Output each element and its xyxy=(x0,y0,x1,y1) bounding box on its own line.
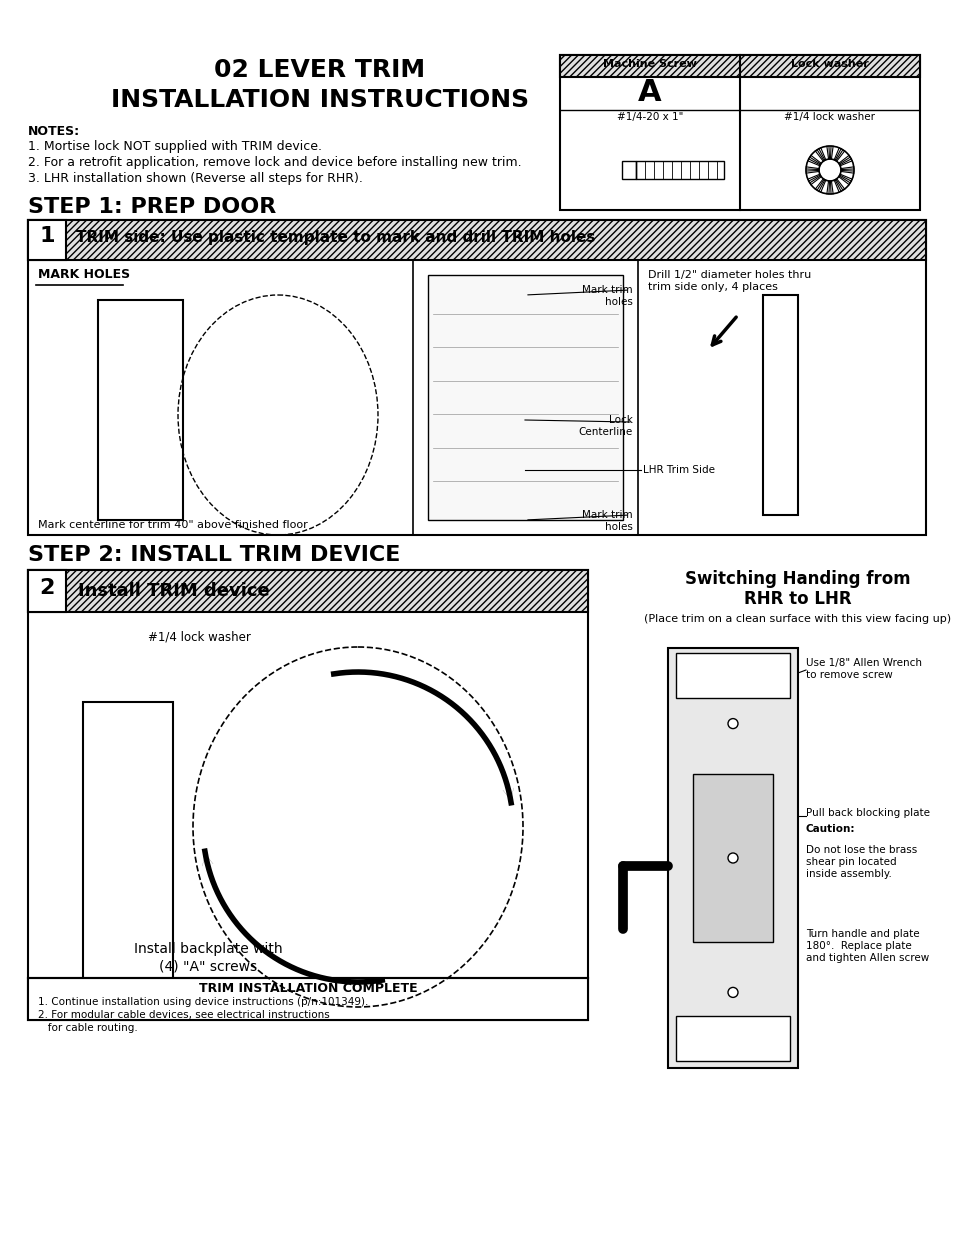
Bar xyxy=(28,978,587,1020)
Text: 3. LHR installation shown (Reverse all steps for RHR).: 3. LHR installation shown (Reverse all s… xyxy=(28,172,362,185)
Text: Turn handle and plate
180°.  Replace plate
and tighten Allen screw: Turn handle and plate 180°. Replace plat… xyxy=(805,930,928,962)
Text: A: A xyxy=(638,78,661,107)
Text: Use 1/8" Allen Wrench
to remove screw: Use 1/8" Allen Wrench to remove screw xyxy=(805,658,921,679)
Text: Mark trim
holes: Mark trim holes xyxy=(581,510,633,531)
Text: Drill 1/2" diameter holes thru
trim side only, 4 places: Drill 1/2" diameter holes thru trim side… xyxy=(647,270,810,291)
Bar xyxy=(692,774,772,942)
Text: 1. Mortise lock NOT supplied with TRIM device.: 1. Mortise lock NOT supplied with TRIM d… xyxy=(28,140,322,153)
Circle shape xyxy=(727,853,738,863)
Text: Install backplate with: Install backplate with xyxy=(133,942,282,956)
Bar xyxy=(28,571,587,1020)
Bar xyxy=(28,220,925,261)
Bar xyxy=(28,571,587,613)
Bar xyxy=(28,571,66,613)
Text: Lock washer: Lock washer xyxy=(790,59,868,69)
Text: Do not lose the brass
shear pin located
inside assembly.: Do not lose the brass shear pin located … xyxy=(805,846,916,878)
Text: for cable routing.: for cable routing. xyxy=(38,1023,137,1032)
Circle shape xyxy=(727,988,738,998)
Text: 2. For modular cable devices, see electrical instructions: 2. For modular cable devices, see electr… xyxy=(38,1010,330,1020)
Text: #1/4 lock washer: #1/4 lock washer xyxy=(148,630,251,643)
Text: STEP 1: PREP DOOR: STEP 1: PREP DOOR xyxy=(28,198,276,217)
Text: Mark centerline for trim 40" above finished floor: Mark centerline for trim 40" above finis… xyxy=(38,520,308,530)
Text: Pull back blocking plate: Pull back blocking plate xyxy=(805,808,929,818)
Circle shape xyxy=(781,424,787,430)
Bar xyxy=(83,701,172,997)
Text: Lock
Centerline: Lock Centerline xyxy=(578,415,633,437)
Bar xyxy=(98,300,183,520)
Polygon shape xyxy=(83,687,188,701)
Text: STEP 2: INSTALL TRIM DEVICE: STEP 2: INSTALL TRIM DEVICE xyxy=(28,545,400,564)
Text: Switching Handing from: Switching Handing from xyxy=(684,571,910,588)
Text: Caution:: Caution: xyxy=(805,825,855,835)
Bar xyxy=(28,220,66,261)
Text: (Place trim on a clean surface with this view facing up): (Place trim on a clean surface with this… xyxy=(644,614,950,624)
Bar xyxy=(667,648,797,1068)
Text: LHR Trim Side: LHR Trim Side xyxy=(642,466,714,475)
Text: 2: 2 xyxy=(39,578,54,598)
Polygon shape xyxy=(183,285,198,520)
Text: Install TRIM device: Install TRIM device xyxy=(78,582,270,600)
Circle shape xyxy=(781,468,787,474)
Bar xyxy=(621,161,636,179)
Text: TRIM side: Use plastic template to mark and drill TRIM holes: TRIM side: Use plastic template to mark … xyxy=(76,230,595,245)
Text: RHR to LHR: RHR to LHR xyxy=(743,590,851,608)
Text: 02 LEVER TRIM: 02 LEVER TRIM xyxy=(214,58,425,82)
Text: #1/4 lock washer: #1/4 lock washer xyxy=(783,112,875,122)
Text: (4) "A" screws: (4) "A" screws xyxy=(159,960,256,974)
Text: TRIM INSTALLATION COMPLETE: TRIM INSTALLATION COMPLETE xyxy=(198,982,416,995)
Text: MARK HOLES: MARK HOLES xyxy=(38,268,130,282)
Bar xyxy=(428,275,622,520)
Bar xyxy=(676,653,789,698)
Bar xyxy=(676,1016,789,1061)
Text: Mark trim
holes: Mark trim holes xyxy=(581,285,633,306)
Polygon shape xyxy=(172,687,188,997)
Text: Machine Screw: Machine Screw xyxy=(602,59,697,69)
Text: 1: 1 xyxy=(39,226,54,246)
Text: 1. Continue installation using device instructions (p/n:101349).: 1. Continue installation using device in… xyxy=(38,997,368,1007)
Circle shape xyxy=(727,719,738,729)
Bar xyxy=(28,220,925,535)
Text: 2. For a retrofit application, remove lock and device before installing new trim: 2. For a retrofit application, remove lo… xyxy=(28,156,521,169)
Text: NOTES:: NOTES: xyxy=(28,125,80,138)
Polygon shape xyxy=(98,285,198,300)
Circle shape xyxy=(781,347,787,353)
Bar xyxy=(636,161,723,179)
Circle shape xyxy=(781,391,787,396)
Bar xyxy=(559,56,919,77)
Bar xyxy=(762,295,797,515)
Text: #1/4-20 x 1": #1/4-20 x 1" xyxy=(617,112,682,122)
Bar xyxy=(559,56,919,210)
Text: INSTALLATION INSTRUCTIONS: INSTALLATION INSTRUCTIONS xyxy=(111,88,529,112)
